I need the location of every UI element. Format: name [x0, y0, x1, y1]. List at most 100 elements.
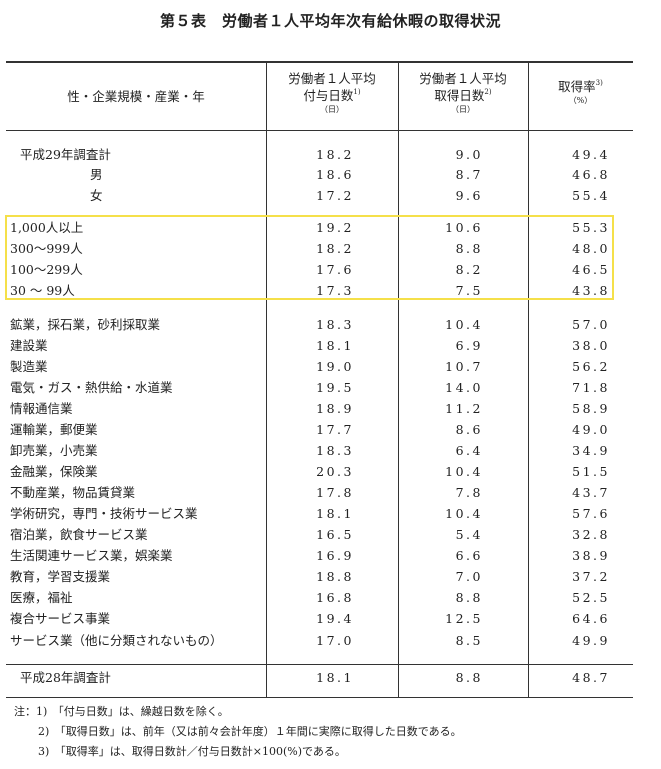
row-taken-days: 10.7	[445, 359, 483, 374]
row-granted-days: 17.2	[316, 188, 354, 203]
row-label: 複合サービス事業	[10, 611, 111, 626]
row-taken-days: 8.8	[455, 590, 483, 605]
row-taken-days: 10.6	[445, 220, 483, 235]
header-granted-line1: 労働者１人平均	[288, 71, 376, 86]
row-taken-days: 9.6	[455, 188, 483, 203]
row-taken-days: 8.2	[455, 262, 483, 277]
row-granted-days: 17.8	[316, 485, 354, 500]
row-label: 建設業	[10, 338, 48, 353]
row-granted-days: 18.1	[316, 506, 354, 521]
row-acquisition-rate: 58.9	[572, 401, 610, 416]
row-granted-days: 17.7	[316, 422, 354, 437]
row-granted-days: 19.2	[316, 220, 354, 235]
header-bottom-border	[6, 130, 633, 131]
row-label: 宿泊業，飲食サービス業	[10, 527, 148, 542]
row-acquisition-rate: 46.5	[572, 262, 610, 277]
row-label: 女	[90, 188, 103, 203]
row-acquisition-rate: 37.2	[572, 569, 610, 584]
row-granted-days: 17.0	[316, 633, 354, 648]
section-separator	[6, 664, 633, 665]
row-granted-days: 19.4	[316, 611, 354, 626]
row-acquisition-rate: 52.5	[572, 590, 610, 605]
row-label: 電気・ガス・熱供給・水道業	[10, 380, 173, 395]
row-taken-days: 6.6	[455, 548, 483, 563]
header-granted-unit: （日）	[320, 105, 344, 114]
row-label: 300～999人	[10, 241, 83, 256]
header-label-column: 性・企業規模・産業・年	[67, 89, 205, 104]
row-granted-days: 18.9	[316, 401, 354, 416]
footnote-1: 注：1) 「付与日数」は、繰越日数を除く。	[14, 705, 229, 718]
row-granted-days: 16.9	[316, 548, 354, 563]
row-taken-days: 10.4	[445, 506, 483, 521]
row-taken-days: 10.4	[445, 464, 483, 479]
row-acquisition-rate: 57.0	[572, 317, 610, 332]
row-granted-days: 18.3	[316, 317, 354, 332]
row-acquisition-rate: 32.8	[572, 527, 610, 542]
row-taken-days: 7.8	[455, 485, 483, 500]
row-granted-days: 18.2	[316, 241, 354, 256]
table-bottom-border	[6, 697, 633, 698]
header-taken-footnote: 2)	[484, 88, 492, 96]
row-label: 運輸業，郵便業	[10, 422, 98, 437]
row-acquisition-rate: 71.8	[572, 380, 610, 395]
header-taken-unit: （日）	[451, 105, 475, 114]
table-title: 第５表 労働者１人平均年次有給休暇の取得状況	[159, 12, 501, 30]
row-acquisition-rate: 34.9	[572, 443, 610, 458]
row-granted-days: 18.8	[316, 569, 354, 584]
column-divider-2	[398, 62, 399, 697]
row-granted-days: 19.0	[316, 359, 354, 374]
row-taken-days: 8.6	[455, 422, 483, 437]
row-taken-days: 6.9	[455, 338, 483, 353]
company-size-highlight-box	[5, 215, 614, 300]
header-granted-footnote: 1)	[353, 88, 361, 96]
row-granted-days: 16.8	[316, 590, 354, 605]
column-divider-1	[266, 62, 267, 697]
row-label: 製造業	[10, 359, 48, 374]
row-taken-days: 5.4	[455, 527, 483, 542]
header-granted-line2: 付与日数	[303, 88, 354, 103]
row-label: 不動産業，物品賃貸業	[10, 485, 136, 500]
header-rate-unit: （%）	[568, 96, 593, 105]
row-granted-days: 18.1	[316, 670, 354, 685]
row-label: 教育，学習支援業	[10, 569, 111, 584]
row-acquisition-rate: 55.3	[572, 220, 610, 235]
row-taken-days: 6.4	[455, 443, 483, 458]
row-label: 男	[90, 167, 103, 182]
row-granted-days: 18.6	[316, 167, 354, 182]
column-divider-3	[528, 62, 529, 697]
row-label: 学術研究，専門・技術サービス業	[10, 506, 198, 521]
row-label: 鉱業，採石業，砂利採取業	[10, 317, 161, 332]
header-taken-line2: 取得日数	[434, 88, 485, 103]
row-label: サービス業（他に分類されないもの）	[10, 633, 223, 648]
row-label: 1,000人以上	[10, 220, 84, 235]
footnote-3: 3) 「取得率」は、取得日数計／付与日数計×100(%)である。	[38, 745, 346, 758]
row-acquisition-rate: 56.2	[572, 359, 610, 374]
row-taken-days: 7.5	[455, 283, 483, 298]
header-taken-line1: 労働者１人平均	[419, 71, 507, 86]
row-label: 情報通信業	[10, 401, 73, 416]
row-acquisition-rate: 48.7	[572, 670, 610, 685]
row-acquisition-rate: 48.0	[572, 241, 610, 256]
row-acquisition-rate: 49.4	[572, 147, 610, 162]
header-acquisition-rate: 取得率3) （%）	[528, 78, 633, 107]
row-label: 平成29年調査計	[20, 147, 111, 162]
row-taken-days: 8.7	[455, 167, 483, 182]
row-acquisition-rate: 64.6	[572, 611, 610, 626]
row-acquisition-rate: 38.9	[572, 548, 610, 563]
header-rate-footnote: 3)	[595, 79, 603, 87]
row-granted-days: 20.3	[316, 464, 354, 479]
row-granted-days: 18.1	[316, 338, 354, 353]
row-label: 金融業，保険業	[10, 464, 98, 479]
row-acquisition-rate: 43.8	[572, 283, 610, 298]
row-taken-days: 8.8	[455, 241, 483, 256]
row-granted-days: 18.2	[316, 147, 354, 162]
row-granted-days: 17.3	[316, 283, 354, 298]
row-acquisition-rate: 38.0	[572, 338, 610, 353]
row-taken-days: 11.2	[445, 401, 483, 416]
row-taken-days: 9.0	[455, 147, 483, 162]
table-top-border	[6, 61, 633, 63]
row-label: 卸売業，小売業	[10, 443, 98, 458]
header-taken-days: 労働者１人平均 取得日数2) （日）	[398, 70, 528, 116]
header-rate-label: 取得率	[558, 79, 596, 94]
footnote-2: 2) 「取得日数」は、前年（又は前々会計年度）１年間に実際に取得した日数である。	[38, 725, 462, 738]
